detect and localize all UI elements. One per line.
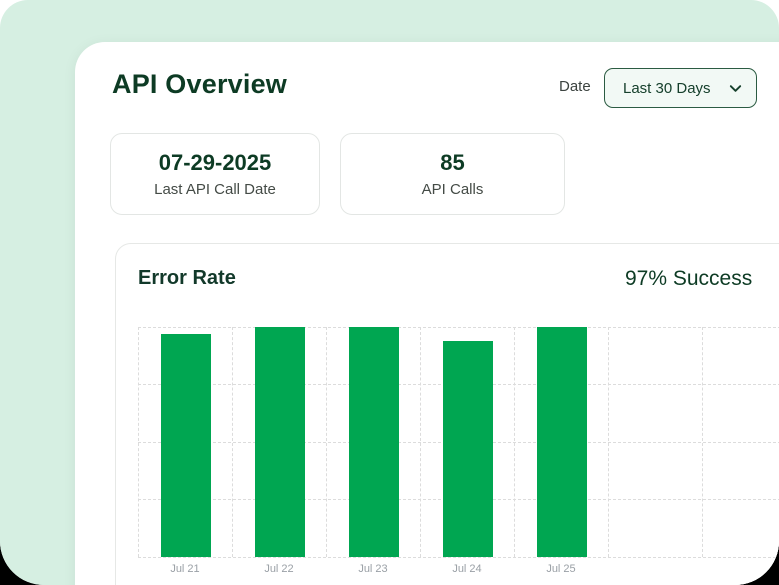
bar-jul-25 xyxy=(537,327,587,557)
vertical-gridline-column xyxy=(702,327,779,557)
bar-jul-22 xyxy=(255,327,305,557)
horizontal-gridline xyxy=(138,557,779,558)
vertical-gridline-column xyxy=(514,327,608,557)
vertical-gridline-column xyxy=(326,327,420,557)
chart-title: Error Rate xyxy=(138,267,236,289)
chevron-down-icon xyxy=(729,84,742,92)
x-axis-tick-label: Jul 22 xyxy=(264,563,294,575)
bar-jul-24 xyxy=(443,341,493,557)
last-api-call-date-label: Last API Call Date xyxy=(154,181,276,198)
vertical-gridline-column xyxy=(232,327,326,557)
last-api-call-date-value: 07-29-2025 xyxy=(158,150,272,175)
bar-jul-21 xyxy=(161,334,211,557)
stat-card-last-api-call: 07-29-2025 Last API Call Date xyxy=(110,133,320,215)
vertical-gridline-column xyxy=(420,327,514,557)
success-rate-annotation: 97% Success xyxy=(625,267,753,290)
api-calls-value: 85 xyxy=(440,150,465,175)
x-axis-tick-label: Jul 23 xyxy=(358,563,388,575)
bar-chart-plot: Jul 21 Jul 22 Jul 23 Jul 24 Jul 25 xyxy=(138,327,779,575)
x-axis-tick-label: Jul 24 xyxy=(452,563,482,575)
x-axis-tick-label: Jul 25 xyxy=(546,563,576,575)
api-calls-label: API Calls xyxy=(421,181,484,198)
vertical-gridline-column xyxy=(138,327,232,557)
api-overview-card: API Overview Date Last 30 Days 07-29-202… xyxy=(75,42,779,585)
page-title: API Overview xyxy=(112,69,287,99)
error-rate-chart-card: Error Rate 97% Success Jul 21 Jul 22 Jul 2… xyxy=(115,243,779,585)
stat-card-api-calls: 85 API Calls xyxy=(340,133,565,215)
bar-jul-23 xyxy=(349,327,399,557)
vertical-gridline-column xyxy=(608,327,702,557)
date-range-dropdown[interactable]: Last 30 Days xyxy=(604,68,757,108)
date-filter-label: Date xyxy=(559,78,591,95)
date-range-selected-value: Last 30 Days xyxy=(623,79,711,97)
horizontal-gridline xyxy=(138,327,779,328)
x-axis-tick-label: Jul 21 xyxy=(170,563,200,575)
